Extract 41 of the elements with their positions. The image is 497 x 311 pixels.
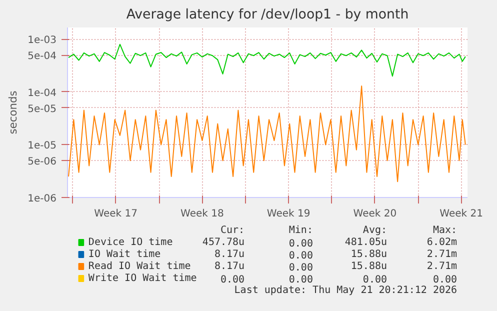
x-tick-label: Week 21	[440, 208, 483, 220]
text: 0.00	[288, 274, 313, 286]
text: Cur:	[220, 225, 245, 236]
y-tick-label: 1e-03	[28, 35, 57, 46]
text: 15.88u	[350, 249, 388, 260]
y-tick-label: 5e-06	[28, 156, 57, 168]
y-tick-label: 1e-05	[28, 140, 57, 152]
x-tick-label: Week 19	[266, 208, 310, 220]
text: Min:	[288, 225, 313, 236]
y-tick-label: 5e-05	[28, 104, 57, 115]
text: 2.71m	[426, 249, 458, 260]
line-series	[68, 44, 466, 77]
text: 457.78u	[202, 237, 245, 248]
legend-label: Read IO Wait time	[88, 261, 191, 272]
y-tick-label: 5e-04	[28, 51, 57, 62]
y-tick-label: 1e-06	[28, 194, 57, 204]
text: 8.17u	[214, 249, 245, 260]
legend-label: IO Wait time	[88, 249, 161, 260]
text: 0.00	[432, 274, 458, 286]
text: 0.00	[288, 238, 313, 250]
text: 0.00	[288, 262, 313, 274]
chart-title: Average latency for /dev/loop1 - by month	[126, 8, 409, 22]
y-axis-title: seconds	[6, 90, 20, 134]
line-series	[68, 85, 466, 182]
y-tick-label: 1e-04	[28, 88, 57, 99]
text: 15.88u	[350, 261, 388, 272]
text: Avg:	[362, 225, 388, 236]
text: 2.71m	[426, 261, 458, 272]
legend-label: Device IO time	[88, 237, 173, 248]
x-tick-label: Week 20	[353, 208, 397, 220]
legend-label: Write IO Wait time	[88, 273, 197, 284]
text: Last update: Thu May 21 20:21:12 2026	[234, 285, 458, 296]
x-tick-label: Week 18	[180, 208, 224, 220]
text: 0.00	[220, 274, 245, 286]
text: 481.05u	[344, 237, 388, 248]
text: 8.17u	[214, 261, 245, 272]
x-tick-label: Week 17	[94, 208, 138, 220]
text: 0.00	[288, 250, 313, 262]
text: Max:	[432, 225, 458, 236]
text: 6.02m	[426, 237, 458, 248]
text: 0.00	[362, 274, 388, 286]
